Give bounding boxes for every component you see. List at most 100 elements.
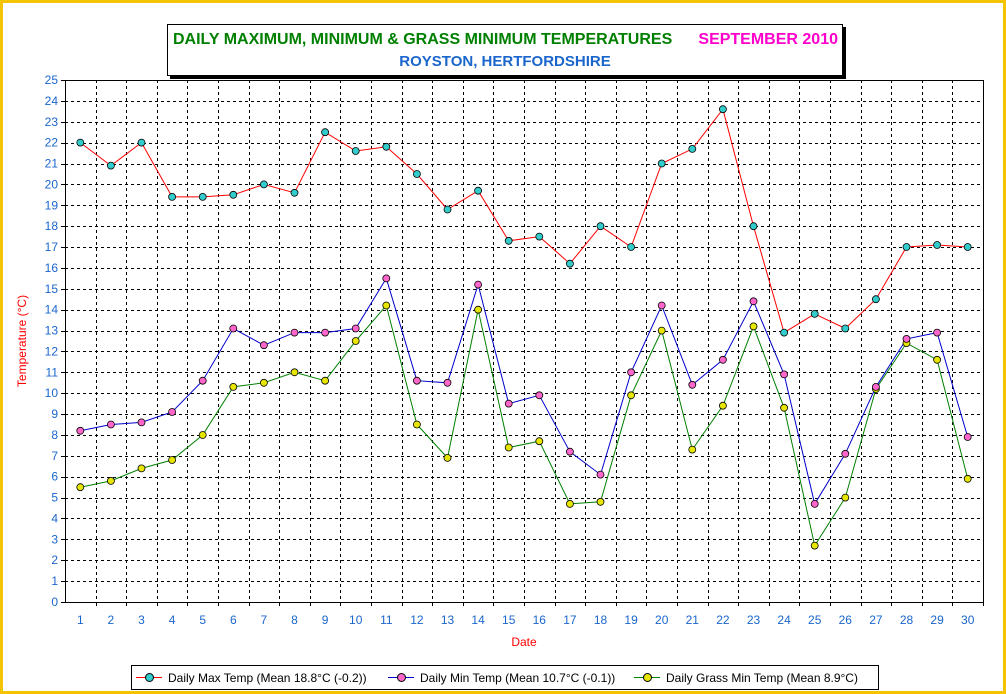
series-3-point — [504, 443, 513, 452]
series-1-point — [351, 147, 360, 155]
series-3-point — [107, 476, 115, 485]
series-3-point — [474, 305, 483, 314]
series-1-point — [719, 105, 727, 114]
x-tick-label: 26 — [839, 613, 853, 627]
series-3-point — [688, 445, 697, 454]
series-2-point — [259, 341, 268, 350]
series-2-point — [780, 370, 788, 379]
x-tick-label: 1 — [77, 613, 84, 627]
legend-label: Daily Max Temp (Mean 18.8°C (-0.2)) — [168, 671, 367, 685]
series-3-point — [963, 474, 972, 483]
x-tick-label: 6 — [230, 613, 237, 627]
x-tick-label: 29 — [930, 613, 944, 627]
y-tick-label: 6 — [51, 470, 58, 484]
y-tick-label: 22 — [45, 136, 59, 150]
x-tick-label: 3 — [138, 613, 145, 627]
y-tick-label: 0 — [51, 595, 58, 609]
series-2-point — [321, 328, 330, 337]
x-tick-label: 7 — [261, 613, 268, 627]
y-tick-label: 20 — [45, 177, 59, 191]
series-2-point — [198, 376, 207, 385]
series-1-point — [688, 144, 697, 153]
y-tick-label: 19 — [45, 198, 59, 212]
series-2-point — [566, 447, 574, 456]
series-3-point — [566, 499, 574, 508]
series-3-point — [412, 420, 421, 429]
x-tick-label: 17 — [563, 613, 577, 627]
x-tick-label: 21 — [686, 613, 700, 627]
series-2-point — [719, 355, 727, 364]
x-tick-label: 11 — [380, 613, 393, 627]
chart-title: DAILY MAXIMUM, MINIMUM & GRASS MINIMUM T… — [173, 31, 673, 48]
x-tick-label: 9 — [322, 613, 329, 627]
series-1-point — [107, 161, 115, 170]
series-3-point — [229, 382, 238, 391]
x-tick-label: 20 — [655, 613, 669, 627]
series-1-point — [443, 205, 452, 214]
series-1-point — [841, 324, 850, 333]
series-3-point — [657, 326, 666, 335]
x-tick-label: 28 — [900, 613, 914, 627]
series-2-point — [351, 324, 360, 333]
y-tick-label: 9 — [51, 407, 58, 421]
series-1-point — [198, 192, 207, 201]
x-tick-label: 19 — [624, 613, 638, 627]
x-tick-label: 25 — [808, 613, 822, 627]
x-axis-title: Date — [511, 635, 537, 649]
series-1-point — [290, 188, 299, 197]
series-1-point — [657, 159, 666, 168]
series-3-point — [596, 497, 605, 506]
series-2-point — [168, 408, 177, 416]
y-tick-label: 2 — [51, 553, 58, 567]
series-3-point — [290, 368, 299, 377]
series-1-point — [412, 170, 421, 178]
x-tick-label: 23 — [747, 613, 761, 627]
series-1-point — [382, 142, 391, 151]
chart-month: SEPTEMBER 2010 — [698, 31, 838, 48]
series-3-point — [198, 431, 207, 439]
series-1-point — [76, 138, 85, 147]
series-line-3 — [80, 304, 969, 547]
chart-subtitle: ROYSTON, HERTFORDSHIRE — [399, 53, 611, 70]
y-tick-label: 12 — [45, 344, 59, 358]
y-axis-title: Temperature (°C) — [15, 295, 29, 387]
series-2-point — [107, 420, 115, 429]
series-2-point — [382, 274, 391, 283]
series-1-point — [872, 295, 880, 304]
legend-label: Daily Grass Min Temp (Mean 8.9°C) — [666, 671, 858, 685]
series-2-point — [474, 280, 483, 289]
series-3-point — [137, 464, 146, 473]
x-tick-label: 14 — [471, 613, 485, 627]
x-tick-label: 18 — [594, 613, 608, 627]
series-1-point — [566, 259, 574, 268]
y-tick-label: 16 — [45, 261, 59, 275]
y-tick-label: 11 — [46, 365, 59, 379]
x-tick-label: 5 — [199, 613, 206, 627]
series-1-point — [321, 128, 330, 137]
x-tick-label: 15 — [502, 613, 516, 627]
series-3-point — [780, 403, 788, 412]
x-tick-label: 13 — [441, 613, 455, 627]
series-1-point — [963, 243, 972, 251]
x-tick-label: 10 — [349, 613, 363, 627]
y-tick-label: 25 — [45, 73, 59, 87]
series-2-point — [596, 470, 605, 479]
series-2-point — [902, 334, 911, 343]
y-tick-label: 23 — [45, 115, 59, 129]
series-line-2 — [80, 277, 969, 506]
series-1-point — [137, 138, 146, 147]
series-2-point — [137, 418, 146, 427]
series-2-point — [963, 433, 972, 441]
series-3-point — [382, 301, 391, 310]
series-1-point — [596, 222, 605, 231]
legend: Daily Max Temp (Mean 18.8°C (-0.2)) Daily… — [131, 665, 879, 690]
series-3-point — [810, 541, 819, 550]
y-tick-label: 13 — [45, 324, 59, 338]
series-2-point — [933, 328, 941, 337]
y-tick-label: 10 — [45, 386, 59, 400]
series-2-point — [504, 399, 513, 408]
x-tick-label: 16 — [533, 613, 547, 627]
x-tick-label: 24 — [777, 613, 791, 627]
series-3-point — [259, 378, 268, 387]
series-2-point — [229, 324, 238, 333]
